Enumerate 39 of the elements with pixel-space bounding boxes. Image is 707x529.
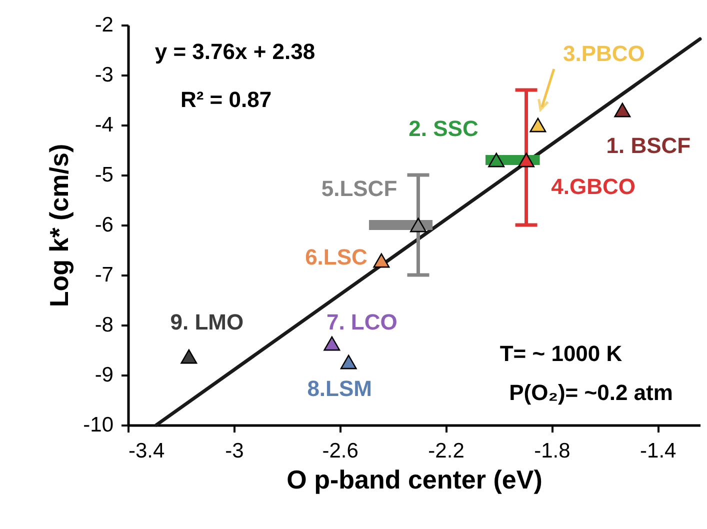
y-tick-label: -6 [94, 214, 114, 236]
point [373, 253, 390, 268]
point [488, 152, 505, 168]
series-label: 2. SSC [408, 116, 478, 141]
y-tick-label: -9 [94, 364, 114, 386]
series-label: 5.LSCF [321, 176, 398, 201]
y-tick-label: -5 [94, 164, 114, 186]
y-tick-label: -10 [83, 414, 114, 436]
point [530, 118, 546, 132]
point [180, 349, 198, 364]
x-tick-label: -1.4 [640, 440, 677, 462]
point [518, 152, 535, 168]
series-label: 4.GBCO [551, 174, 636, 199]
annotation: P(O₂)= ~0.2 atm [509, 380, 673, 405]
y-axis-title: Log k* (cm/s) [44, 144, 74, 308]
y-tick-label: -4 [94, 114, 114, 136]
annotation: y = 3.76x + 2.38 [154, 39, 316, 64]
annotation: T= ~ 1000 K [500, 341, 622, 366]
series-label: 6.LSC [305, 244, 368, 270]
point [340, 354, 357, 370]
y-tick-label: -7 [94, 264, 114, 286]
series-label: 8.LSM [307, 376, 372, 401]
series-label: 1. BSCF [606, 133, 691, 158]
point [324, 336, 340, 351]
point [410, 218, 426, 232]
y-tick-label: -8 [94, 314, 114, 336]
x-tick-label: -3 [225, 440, 244, 462]
x-tick-label: -3.4 [128, 440, 166, 462]
y-tick-label: -3 [94, 64, 114, 86]
x-tick-label: -1.8 [534, 440, 570, 462]
x-axis-title: O p-band center (eV) [286, 464, 542, 494]
point [614, 102, 631, 118]
text: 3.PBCO [562, 41, 645, 66]
annotation: R² = 0.87 [180, 87, 272, 112]
y-tick-label: -2 [94, 14, 114, 36]
series-label: 7. LCO [326, 310, 398, 334]
x-tick-label: -2.6 [322, 440, 358, 462]
x-tick-label: -2.2 [428, 440, 464, 462]
series-label: 9. LMO [170, 310, 244, 334]
